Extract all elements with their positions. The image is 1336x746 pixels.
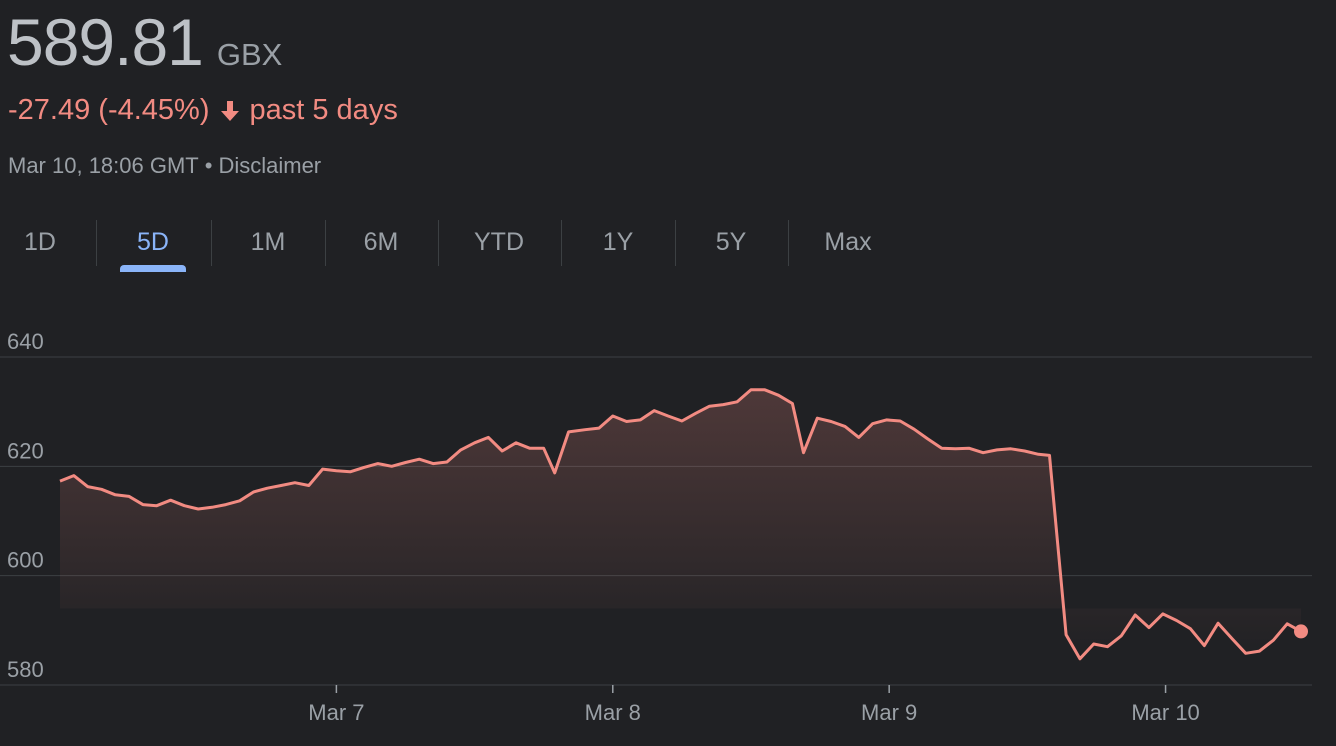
y-tick-label: 620 xyxy=(7,438,44,463)
tab-divider xyxy=(325,220,326,266)
tab-ytd[interactable]: YTD xyxy=(474,227,524,256)
tab-divider xyxy=(211,220,212,266)
current-price: 589.81 xyxy=(7,5,204,79)
tab-1m[interactable]: 1M xyxy=(250,227,286,256)
price-line xyxy=(59,388,1302,661)
currency-code: GBX xyxy=(216,37,283,72)
x-tick-label: Mar 9 xyxy=(861,700,917,725)
disclaimer-link[interactable]: Disclaimer xyxy=(218,153,322,178)
tab-divider xyxy=(96,220,97,266)
tab-1y[interactable]: 1Y xyxy=(602,227,634,256)
separator: • xyxy=(204,153,213,178)
y-tick-label: 580 xyxy=(7,657,44,682)
price-area-fill xyxy=(60,389,1301,659)
tab-divider xyxy=(675,220,676,266)
timestamp-row: Mar 10, 18:06 GMT • Disclaimer xyxy=(8,153,321,179)
tab-divider xyxy=(561,220,562,266)
arrow-down-icon xyxy=(218,99,242,123)
last-price-point xyxy=(1294,624,1308,639)
x-tick-label: Mar 7 xyxy=(308,700,364,725)
tab-divider xyxy=(438,220,439,266)
change-value: -27.49 (-4.45%) xyxy=(8,94,210,126)
tab-5y[interactable]: 5Y xyxy=(715,227,747,256)
y-tick-label: 600 xyxy=(7,548,44,573)
tab-1d[interactable]: 1D xyxy=(24,227,56,256)
change-period: past 5 days xyxy=(249,94,398,126)
x-tick-label: Mar 10 xyxy=(1131,700,1199,725)
tab-6m[interactable]: 6M xyxy=(363,227,399,256)
x-tick-label: Mar 8 xyxy=(585,700,641,725)
y-axis: 640 620 600 580 xyxy=(7,329,44,682)
price-change: -27.49 (-4.45%) past 5 days xyxy=(8,94,398,127)
price-chart: 640 620 600 580 Mar 7 Mar 8 Mar 9 Mar 10 xyxy=(0,329,1312,725)
y-tick-label: 640 xyxy=(7,329,44,354)
tab-divider xyxy=(788,220,789,266)
price-header: 589.81 GBX xyxy=(7,4,282,80)
tab-5d[interactable]: 5D xyxy=(137,227,169,256)
x-axis: Mar 7 Mar 8 Mar 9 Mar 10 xyxy=(308,685,1200,725)
tab-max[interactable]: Max xyxy=(824,227,872,256)
timestamp: Mar 10, 18:06 GMT xyxy=(8,153,199,178)
active-tab-indicator xyxy=(120,265,186,272)
